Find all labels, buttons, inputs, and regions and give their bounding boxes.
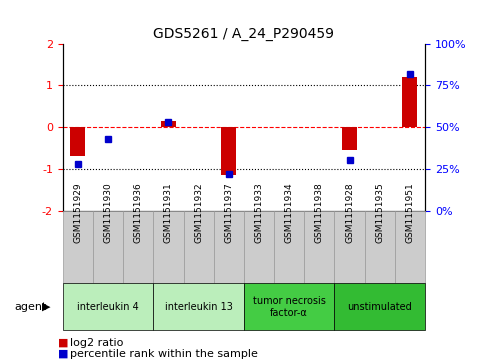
Text: ▶: ▶ xyxy=(42,302,50,312)
Text: GSM1151951: GSM1151951 xyxy=(405,183,414,243)
Text: percentile rank within the sample: percentile rank within the sample xyxy=(70,349,258,359)
Text: ■: ■ xyxy=(58,338,69,348)
Text: GSM1151938: GSM1151938 xyxy=(315,183,324,243)
Text: GSM1151934: GSM1151934 xyxy=(284,183,294,243)
Bar xyxy=(342,127,357,150)
Bar xyxy=(71,127,85,156)
Text: GSM1151933: GSM1151933 xyxy=(255,183,264,243)
Text: GSM1151931: GSM1151931 xyxy=(164,183,173,243)
Text: GSM1151936: GSM1151936 xyxy=(134,183,143,243)
Text: tumor necrosis
factor-α: tumor necrosis factor-α xyxy=(253,296,326,318)
Text: interleukin 4: interleukin 4 xyxy=(77,302,139,312)
Text: ■: ■ xyxy=(58,349,69,359)
Text: GSM1151929: GSM1151929 xyxy=(73,183,83,243)
Text: log2 ratio: log2 ratio xyxy=(70,338,124,348)
Text: GSM1151935: GSM1151935 xyxy=(375,183,384,243)
Text: interleukin 13: interleukin 13 xyxy=(165,302,233,312)
Text: agent: agent xyxy=(14,302,47,312)
Title: GDS5261 / A_24_P290459: GDS5261 / A_24_P290459 xyxy=(154,27,334,41)
Text: GSM1151932: GSM1151932 xyxy=(194,183,203,243)
Bar xyxy=(221,127,236,175)
Bar xyxy=(402,77,417,127)
Text: GSM1151928: GSM1151928 xyxy=(345,183,354,243)
Text: GSM1151937: GSM1151937 xyxy=(224,183,233,243)
Text: GSM1151930: GSM1151930 xyxy=(103,183,113,243)
Bar xyxy=(161,121,176,127)
Text: unstimulated: unstimulated xyxy=(347,302,412,312)
